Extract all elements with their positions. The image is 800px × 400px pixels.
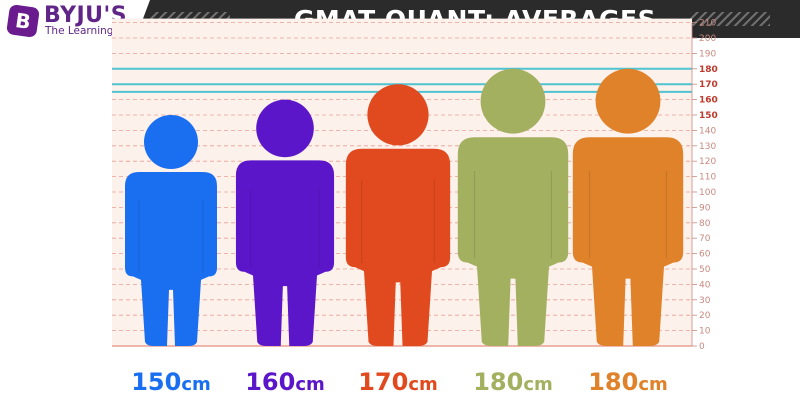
tick-label-130: 130 [699,142,716,152]
figure-body [235,160,335,346]
tick-label-40: 40 [699,280,711,290]
tick-label-120: 120 [699,157,716,167]
tick-label-60: 60 [699,250,711,260]
figure-head [144,115,198,169]
tick-label-100: 100 [699,188,716,198]
tick-label-80: 80 [699,219,711,229]
height-unit: cm [408,374,438,395]
height-label-4: 180cm [458,368,568,396]
tick-label-170: 170 [699,80,718,90]
tick-label-50: 50 [699,265,711,275]
tick-label-20: 20 [699,311,711,321]
height-unit: cm [523,374,553,395]
figure-head [595,68,661,134]
tick-label-110: 110 [699,173,716,183]
figures [125,68,684,346]
tick-label-0: 0 [699,342,705,352]
person-figure-5 [572,68,684,346]
tick-label-30: 30 [699,296,711,306]
height-unit: cm [638,374,668,395]
tick-label-140: 140 [699,126,716,136]
height-label-1: 150cm [116,368,226,396]
height-unit: cm [181,374,211,395]
figure-body [125,172,217,346]
height-value: 160 [245,368,296,396]
tick-label-90: 90 [699,203,711,213]
tick-label-180: 180 [699,65,718,75]
figure-body [572,137,684,346]
figure-head [367,84,429,146]
tick-label-160: 160 [699,96,718,106]
height-value: 180 [473,368,524,396]
tick-label-200: 200 [699,34,716,44]
person-figure-1 [125,115,217,346]
height-label-2: 160cm [230,368,340,396]
tick-label-10: 10 [699,327,711,337]
figure-head [256,99,314,158]
tick-label-190: 190 [699,49,716,59]
height-label-3: 170cm [343,368,453,396]
person-figure-3 [345,84,451,346]
ruler-ticks: 0 10 20 30 40 50 60 70 80 90 100 110 120 130 140 150 160… [691,19,718,352]
figure-body [345,148,451,346]
height-value: 180 [588,368,639,396]
person-figure-2 [235,99,335,346]
tick-label-210: 210 [699,19,716,29]
height-value: 150 [131,368,182,396]
header-stripes-right [690,12,770,26]
figure-head [480,68,546,134]
tick-label-150: 150 [699,111,718,121]
figure-body [457,137,569,346]
tick-label-70: 70 [699,234,711,244]
person-figure-4 [457,68,569,346]
height-label-5: 180cm [573,368,683,396]
height-value: 170 [358,368,409,396]
height-unit: cm [295,374,325,395]
